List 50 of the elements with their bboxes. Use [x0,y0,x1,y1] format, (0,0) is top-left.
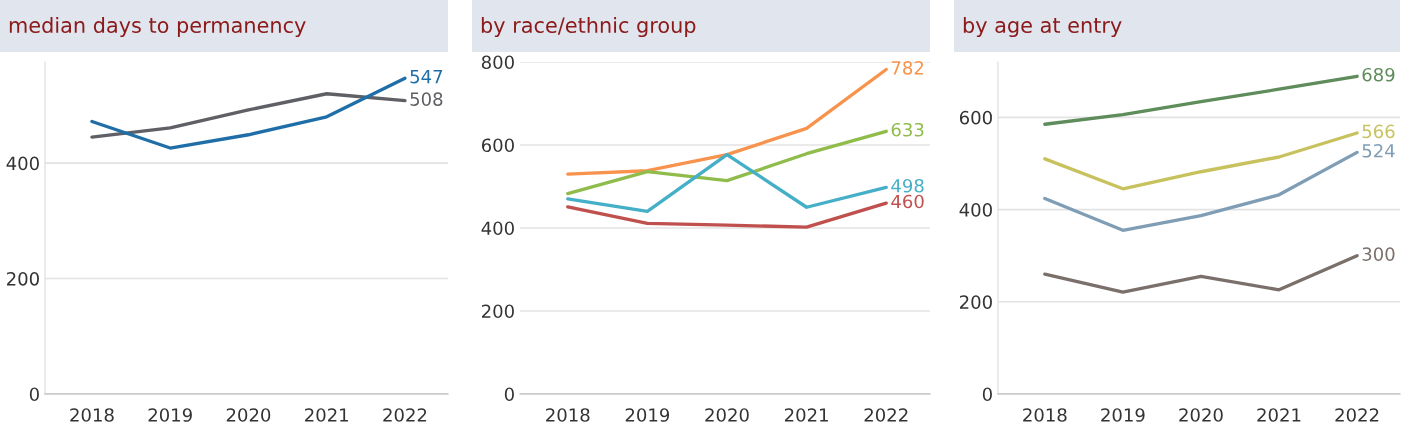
x-tick-label: 2020 [1179,408,1223,422]
data-label: 300 [1362,247,1395,261]
y-tick-label: 400 [6,156,39,171]
chart-title: by race/ethnic group [481,16,696,38]
line-series [566,67,888,176]
x-tick-label: 2021 [784,408,828,422]
y-tick-label: 400 [481,221,514,236]
y-tick-label: 600 [959,110,992,125]
x-tick-label: 2018 [1023,408,1067,422]
line-series [1043,150,1359,232]
line-series [566,152,888,214]
y-tick-label: 0 [504,387,514,402]
line-series [566,129,888,196]
data-label: 547 [410,69,443,84]
chart-title: by age at entry [963,16,1122,38]
chart-title: median days to permanency [9,16,306,38]
data-label: 508 [410,92,443,106]
x-tick-label: 2018 [70,408,114,422]
x-tick-label: 2020 [226,408,271,422]
y-tick-label: 800 [481,55,514,70]
data-label: 689 [1362,67,1395,82]
x-tick-label: 2021 [305,408,349,422]
data-label: 524 [1362,143,1395,158]
line-series [90,92,407,139]
x-tick-label: 2019 [1101,408,1145,422]
line-series [1043,254,1359,294]
data-label: 460 [891,194,924,209]
y-tick-label: 0 [29,387,39,402]
line-series [1043,131,1359,191]
x-tick-label: 2022 [864,408,908,422]
y-tick-label: 600 [481,138,514,153]
y-tick-label: 200 [7,271,39,286]
line-series [90,76,407,150]
y-tick-label: 400 [959,203,992,217]
x-tick-label: 2019 [148,408,192,422]
x-tick-label: 2022 [383,408,427,422]
data-label: 566 [1362,124,1395,139]
y-tick-label: 200 [960,295,992,309]
x-tick-label: 2021 [1257,408,1301,422]
data-label: 633 [891,122,924,137]
x-tick-label: 2019 [625,408,670,422]
line-series [1043,74,1359,126]
x-tick-label: 2020 [705,408,749,422]
y-tick-label: 200 [482,304,514,319]
y-tick-label: 0 [982,387,992,402]
data-label: 782 [891,61,924,75]
data-label: 498 [891,178,924,193]
line-series [566,201,888,229]
x-tick-label: 2022 [1335,408,1379,422]
x-tick-label: 2018 [546,408,590,422]
